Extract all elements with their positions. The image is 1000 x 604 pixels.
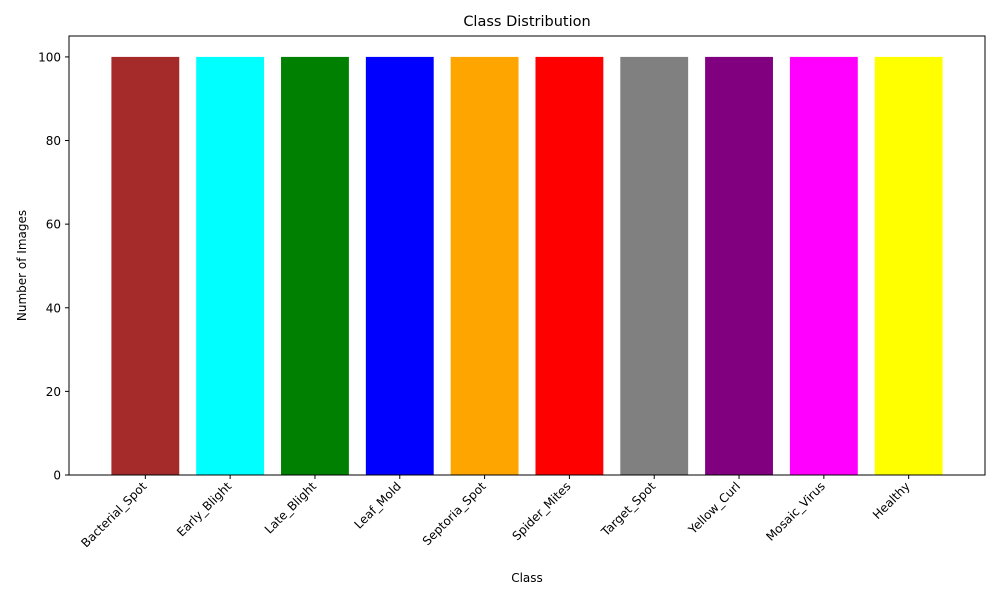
y-tick-label: 80 bbox=[46, 134, 61, 148]
bar-healthy bbox=[874, 56, 943, 476]
bar-bacterial-spot bbox=[111, 56, 180, 476]
y-tick-label: 60 bbox=[46, 218, 61, 232]
y-axis: 0 20 40 60 80 100 bbox=[38, 50, 69, 483]
y-tick-label: 40 bbox=[46, 301, 61, 315]
x-axis-label: Class bbox=[511, 571, 543, 585]
bars-group bbox=[111, 56, 943, 476]
y-tick-label: 100 bbox=[38, 50, 61, 64]
chart-title: Class Distribution bbox=[463, 14, 590, 30]
bar-target-spot bbox=[620, 56, 689, 476]
y-tick-label: 20 bbox=[46, 385, 61, 399]
y-axis-label: Number of Images bbox=[15, 210, 29, 321]
plot-frame bbox=[68, 35, 986, 476]
bar-septoria-spot bbox=[450, 56, 519, 476]
bar-mosaic-virus bbox=[789, 56, 858, 476]
bar-yellow-curl bbox=[705, 56, 773, 476]
y-tick-label: 0 bbox=[53, 469, 61, 483]
bar-early-blight bbox=[196, 56, 265, 476]
bar-late-blight bbox=[281, 56, 349, 476]
bar-spider-mites bbox=[535, 56, 604, 476]
bar-leaf-mold bbox=[365, 56, 434, 476]
